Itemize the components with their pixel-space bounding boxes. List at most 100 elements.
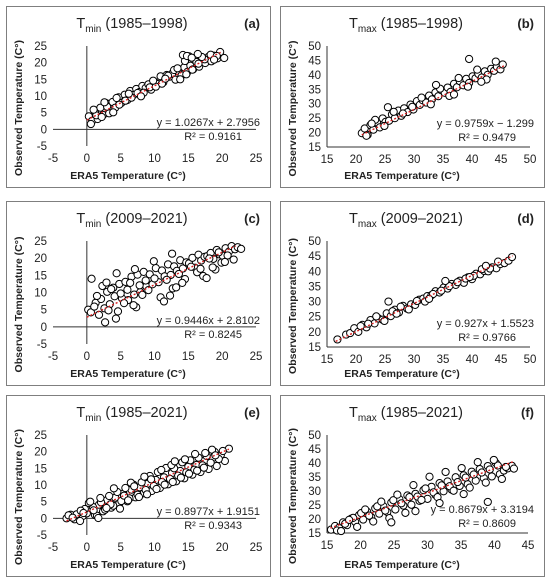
data-point: [193, 49, 202, 59]
panel-label: (d): [517, 211, 534, 226]
x-tick-label: -5: [48, 542, 58, 554]
y-tick-label: 15: [34, 74, 47, 86]
data-point: [387, 518, 396, 527]
x-tick-label: 40: [488, 540, 501, 552]
x-tick-label: 0: [84, 351, 90, 363]
data-point: [205, 254, 214, 263]
data-point: [389, 107, 398, 116]
x-tick-label: 25: [250, 542, 263, 554]
data-point: [437, 481, 446, 490]
data-point: [162, 275, 171, 284]
data-point: [86, 119, 95, 129]
y-tick-label: 30: [308, 486, 321, 498]
data-point: [449, 486, 458, 495]
title-sub: min: [85, 413, 101, 424]
y-tick-label: 25: [34, 430, 47, 442]
data-point: [199, 463, 208, 472]
data-point: [193, 466, 202, 475]
data-point: [96, 493, 105, 503]
data-point: [135, 281, 144, 290]
data-point: [461, 473, 470, 482]
x-tick-label: 35: [437, 154, 450, 166]
x-tick-label: 50: [524, 154, 537, 166]
data-point: [384, 297, 393, 306]
title-rest: (1985–2021): [377, 405, 463, 421]
x-tick-label: 0: [84, 542, 90, 554]
x-tick-label: 5: [117, 351, 123, 363]
y-axis-title: Observed Temperature (C°): [287, 428, 299, 564]
x-tick-label: 30: [421, 540, 434, 552]
y-tick-label: 10: [34, 480, 47, 492]
x-tick-label: 5: [117, 153, 123, 165]
y-tick-label: 25: [308, 113, 321, 125]
title-sub: max: [358, 413, 377, 424]
y-tick-label: 15: [308, 142, 321, 154]
y-tick-label: 5: [41, 305, 47, 317]
y-tick-label: 20: [34, 447, 47, 459]
data-point: [141, 276, 150, 285]
data-point: [237, 244, 246, 253]
data-point: [107, 284, 116, 294]
data-point: [109, 484, 119, 493]
data-point: [489, 455, 498, 465]
data-point: [381, 506, 390, 515]
data-point: [481, 261, 491, 270]
trend-line: [330, 460, 515, 529]
data-point: [377, 497, 386, 506]
y-tick-label: 25: [308, 312, 321, 324]
data-point: [172, 283, 181, 292]
data-point: [367, 119, 376, 128]
chart-title: Tmax (1985–2021): [349, 405, 463, 424]
panel-e: Tmin (1985–2021) (e) -5 0 5 10 15 20 25 -5 0 5 10 15 2…: [6, 395, 271, 577]
x-tick-label: 15: [321, 154, 334, 166]
data-point: [454, 73, 463, 83]
data-points: [326, 455, 519, 536]
title-rest: (2009–2021): [377, 211, 463, 227]
panel-label: (f): [521, 405, 534, 420]
data-point: [89, 105, 98, 114]
data-point: [465, 483, 474, 492]
data-point: [465, 54, 474, 64]
data-point: [182, 70, 191, 79]
x-tick-label: 20: [350, 154, 363, 166]
title-main: T: [76, 16, 85, 32]
title-sub: max: [358, 219, 377, 230]
y-tick-label: 25: [34, 236, 47, 248]
x-tick-label: 45: [495, 354, 508, 366]
data-point: [336, 526, 346, 536]
y-tick-label: 40: [308, 266, 321, 278]
data-point: [101, 318, 110, 327]
data-point: [473, 65, 482, 74]
data-point: [112, 93, 121, 103]
y-tick-label: -5: [37, 141, 47, 153]
trend-line: [66, 448, 230, 522]
x-tick-label: 15: [182, 153, 195, 165]
data-point: [393, 490, 402, 499]
y-tick-label: 50: [308, 41, 321, 53]
fit-equation: y = 0.8977x + 1.9151: [157, 506, 260, 518]
x-axis-title: ERA5 Temperature (C°): [70, 170, 185, 182]
title-rest: (1985–2021): [101, 405, 187, 421]
data-point: [168, 477, 177, 487]
y-tick-label: 5: [41, 497, 47, 509]
data-point: [196, 264, 205, 273]
y-tick-label: 40: [308, 70, 321, 82]
panel-a: Tmin (1985–1998) (a) -5 0 5 10 15 20 25 -5 0 5 10 15 2…: [6, 6, 271, 188]
data-point: [100, 98, 109, 107]
data-point: [435, 498, 444, 508]
data-point: [211, 451, 220, 460]
panel-c: Tmin (2009–2021) (c) -5 0 5 10 15 20 25 -5 0 5 10 15 2…: [6, 201, 271, 386]
trend-line: [86, 245, 237, 318]
y-tick-label: 50: [308, 430, 321, 442]
data-point: [491, 57, 500, 66]
y-tick-label: 25: [34, 41, 47, 53]
data-point: [124, 496, 133, 505]
fit-equation: y = 1.0267x + 2.7956: [157, 117, 260, 129]
panel-label: (c): [244, 211, 260, 226]
data-point: [441, 467, 450, 477]
x-tick-label: 20: [354, 540, 367, 552]
y-axis-title: Observed Temperature (C°): [13, 40, 25, 176]
x-tick-label: 15: [321, 354, 334, 366]
data-point: [411, 507, 420, 516]
data-point: [149, 257, 158, 266]
